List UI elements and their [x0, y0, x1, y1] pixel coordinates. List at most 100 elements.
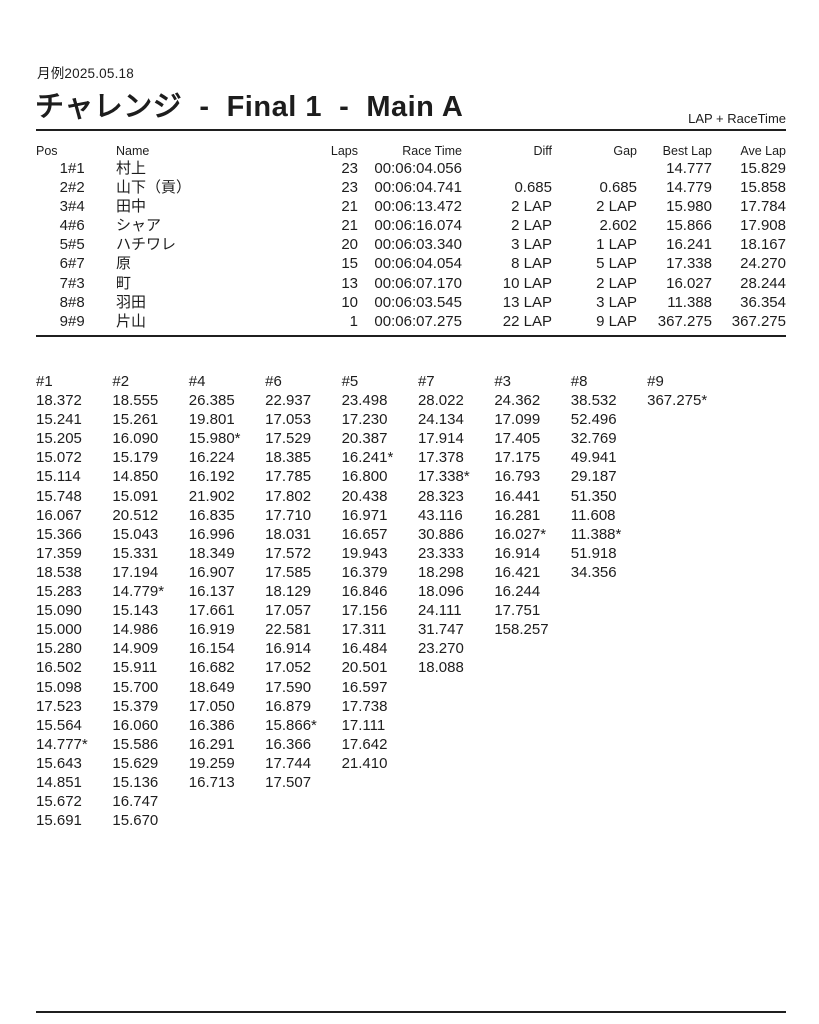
lap-time: 18.349	[188, 544, 235, 562]
lap-time: 14.779*	[112, 583, 165, 601]
race-time-cell: 00:06:07.170	[374, 274, 462, 292]
lap-time: 17.099	[494, 411, 541, 429]
laps-cell: 1	[349, 312, 358, 330]
lap-time: 17.359	[36, 544, 82, 562]
laps-cell: 20	[341, 236, 358, 254]
lap-time: 15.643	[36, 754, 82, 772]
car-number-cell: #7	[68, 255, 85, 273]
lap-time: 16.914	[494, 544, 541, 562]
lap-time: 16.996	[188, 525, 235, 543]
driver-name-cell: 町	[116, 274, 132, 292]
lap-time: 38.532	[570, 392, 617, 410]
lap-time: 158.257	[494, 621, 549, 639]
lap-column: #5 23.498 17.230 20.387 16.241* 16.800 20.438 1…	[342, 372, 418, 830]
pos-cell: 9	[59, 312, 68, 330]
lap-time: 17.057	[265, 602, 312, 620]
race-time-cell: 00:06:04.056	[374, 160, 462, 177]
lap-time: 16.421	[494, 563, 541, 581]
lap-time: 16.386	[188, 716, 235, 734]
lap-time: 17.529	[265, 430, 312, 448]
lap-time: 16.682	[188, 659, 235, 677]
lap-time: 18.555	[112, 392, 159, 410]
lap-time: 17.744	[265, 754, 312, 772]
ave-lap-cell: 18.167	[740, 236, 786, 254]
lap-time: 17.230	[341, 411, 388, 429]
driver-name-cell: 片山	[116, 312, 147, 330]
race-time-cell: 00:06:07.275	[374, 312, 462, 330]
lap-time: 20.438	[341, 487, 388, 505]
lap-column: #4 26.385 19.801 15.980* 16.224 16.192 21.902 1…	[189, 372, 265, 830]
car-number-cell: #4	[68, 198, 85, 216]
lap-time: 15.748	[36, 487, 82, 505]
header-divider	[36, 129, 786, 131]
lap-time: 19.943	[341, 544, 388, 562]
lap-time: 17.661	[188, 602, 235, 620]
pos-cell: 6	[59, 255, 68, 273]
lap-time: 51.918	[570, 544, 617, 562]
lap-time: 15.700	[112, 678, 159, 696]
col-header-gap: Gap	[613, 144, 637, 158]
car-number-cell: #9	[68, 312, 85, 330]
lap-time: 16.192	[188, 468, 235, 486]
lap-time: 17.405	[494, 430, 541, 448]
lap-time: 32.769	[570, 430, 617, 448]
lap-time: 49.941	[570, 449, 617, 467]
lap-time: 14.909	[112, 640, 159, 658]
lap-time: 17.751	[494, 602, 541, 620]
lap-time: 15.179	[112, 449, 159, 467]
lap-time: 16.291	[188, 735, 235, 753]
lap-time: 16.484	[341, 640, 388, 658]
ave-lap-cell: 15.829	[740, 160, 786, 177]
event-date: 月例2025.05.18	[37, 66, 134, 81]
lap-time: 15.091	[112, 487, 159, 505]
lap-time: 15.098	[36, 678, 82, 696]
lap-time: 16.366	[265, 735, 312, 753]
lap-time: 16.060	[112, 716, 159, 734]
lap-time: 34.356	[570, 563, 617, 581]
lap-time: 17.175	[494, 449, 541, 467]
gap-cell: 2 LAP	[596, 274, 637, 292]
lap-time: 16.067	[36, 506, 82, 524]
lap-time: 16.713	[188, 773, 235, 791]
lap-time: 17.710	[265, 506, 312, 524]
lap-time: 18.538	[36, 563, 82, 581]
lap-time: 22.937	[265, 392, 312, 410]
ave-lap-cell: 36.354	[740, 293, 786, 311]
race-time-cell: 00:06:03.545	[374, 293, 462, 311]
lap-column: #8 38.532 52.496 32.769 49.941 29.187 51.350 11…	[571, 372, 647, 830]
lap-time: 15.261	[112, 411, 159, 429]
lap-time: 16.502	[36, 659, 82, 677]
lap-column: #2 18.555 15.261 16.090 15.179 14.850 15.091 20…	[112, 372, 188, 830]
lap-time: 15.564	[36, 716, 82, 734]
lap-time: 16.241*	[341, 449, 394, 467]
lap-time: 16.137	[188, 583, 235, 601]
lap-time: 18.096	[417, 583, 464, 601]
lap-time: 16.800	[341, 468, 388, 486]
diff-cell: 2 LAP	[511, 198, 552, 216]
gap-cell: 2 LAP	[596, 198, 637, 216]
driver-name-cell: ハチワレ	[116, 236, 177, 254]
lap-time: 16.919	[188, 621, 235, 639]
lap-time: 15.143	[112, 602, 159, 620]
car-number-cell: #2	[68, 179, 85, 197]
diff-cell: 0.685	[514, 179, 552, 197]
lap-time: 16.441	[494, 487, 541, 505]
page-title: チャレンジ - Final 1 - Main A	[35, 91, 464, 123]
lap-time: 15.866*	[265, 716, 317, 734]
col-header-ave-lap: Ave Lap	[740, 144, 786, 158]
lap-time: 16.793	[494, 468, 541, 486]
diff-cell: 10 LAP	[502, 274, 552, 292]
lap-time: 19.801	[188, 411, 235, 429]
lap-time: 15.379	[112, 697, 159, 715]
race-time-cell: 00:06:16.074	[374, 217, 462, 235]
lap-time: 16.835	[188, 506, 235, 524]
lap-time: 15.072	[36, 449, 82, 467]
lap-time: 17.585	[265, 563, 312, 581]
lap-time: 19.259	[188, 754, 235, 772]
lap-time: 15.283	[36, 583, 82, 601]
lap-time: 16.914	[265, 640, 312, 658]
lap-time: 18.088	[417, 659, 464, 677]
lap-time: 16.090	[112, 430, 159, 448]
lap-time: 15.586	[112, 735, 159, 753]
gap-cell: 2.602	[599, 217, 637, 235]
